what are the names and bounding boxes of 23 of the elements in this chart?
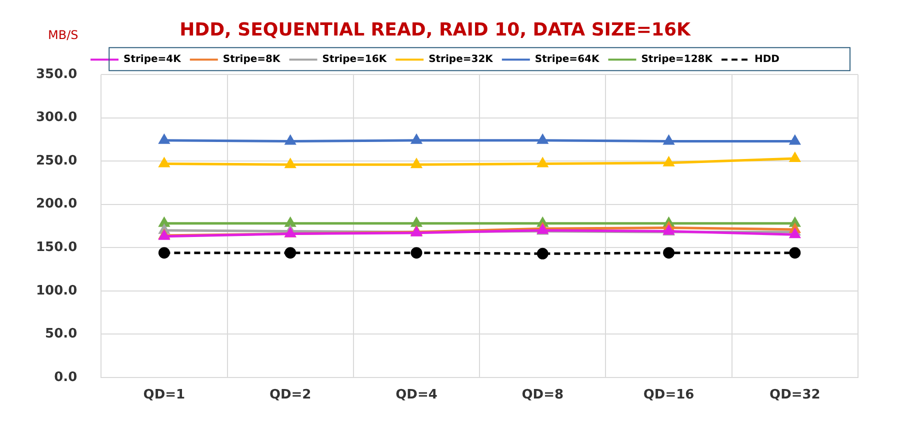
x-tick-label: QD=16	[643, 388, 694, 403]
x-tick-label: QD=4	[396, 388, 438, 403]
y-tick-label: 50.0	[45, 326, 78, 342]
x-tick-label: QD=8	[522, 388, 564, 403]
x-tick-label: QD=1	[143, 388, 186, 403]
y-tick-label: 200.0	[36, 196, 78, 212]
y-tick-label: 300.0	[36, 110, 78, 126]
legend-label: Stripe=128K	[641, 54, 714, 66]
x-tick-label: QD=2	[269, 388, 312, 403]
legend-label: Stripe=64K	[534, 54, 600, 66]
legend-label: HDD	[754, 54, 780, 66]
legend-label: Stripe=32K	[428, 54, 494, 66]
y-axis-title: MB/S	[48, 28, 78, 42]
legend-label: Stripe=4K	[124, 54, 182, 66]
y-tick-label: 0.0	[54, 370, 78, 385]
y-tick-label: 250.0	[36, 153, 78, 168]
chart-title: HDD, SEQUENTIAL READ, RAID 10, DATA SIZE=16K	[180, 19, 692, 40]
legend-label: Stripe=16K	[322, 54, 388, 66]
y-tick-label: 350.0	[36, 66, 78, 82]
y-tick-label: 150.0	[36, 240, 78, 256]
legend-label: Stripe=8K	[222, 54, 282, 66]
x-tick-label: QD=32	[770, 388, 820, 403]
y-tick-label: 100.0	[36, 283, 78, 298]
